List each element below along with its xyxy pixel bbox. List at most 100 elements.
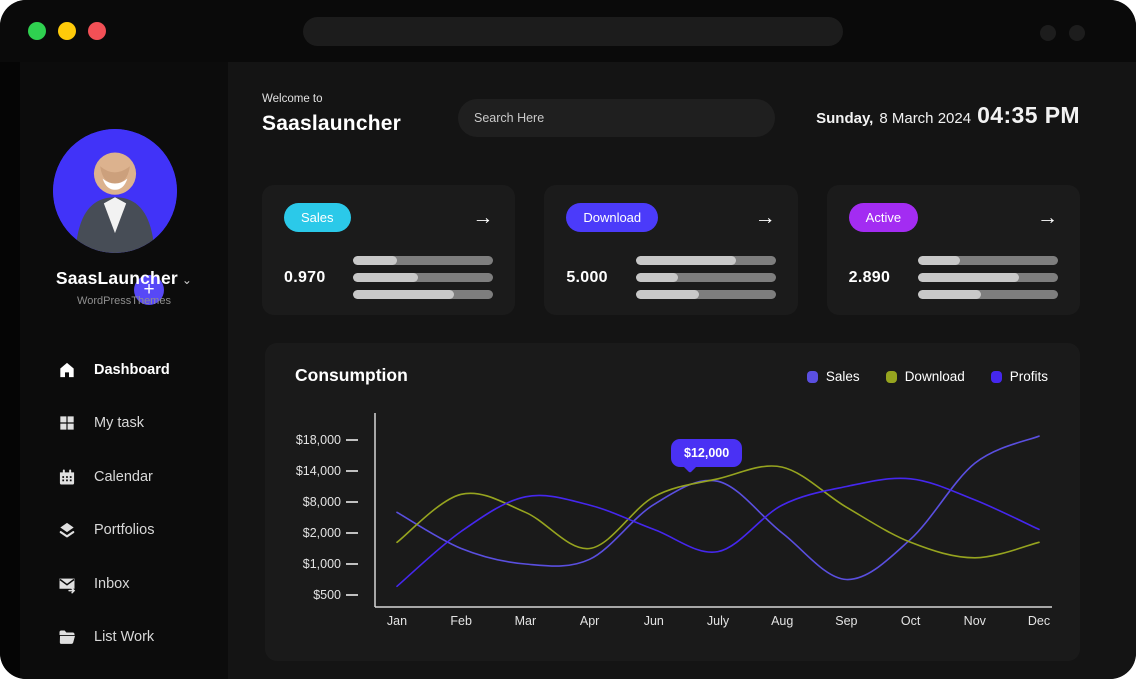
profile-subtitle: WordPressThemes (77, 295, 171, 307)
svg-text:Apr: Apr (580, 614, 599, 628)
traffic-light-yellow-button[interactable] (58, 22, 76, 40)
date-label: 8 March 2024 (879, 110, 972, 127)
folder-icon (57, 627, 77, 647)
stat-card-active: Active → 2.890 (826, 185, 1080, 315)
traffic-light-red-button[interactable] (88, 22, 106, 40)
svg-text:Jan: Jan (387, 614, 407, 628)
active-bars (917, 256, 1058, 299)
legend-dot-icon (990, 370, 1002, 383)
progress-bar (353, 290, 494, 299)
welcome-label: Welcome to (262, 93, 323, 105)
svg-text:Mar: Mar (515, 614, 537, 628)
sales-bars (353, 256, 494, 299)
traffic-light-green-button[interactable] (28, 22, 46, 40)
active-value: 2.890 (848, 268, 891, 286)
legend-label: Download (904, 369, 965, 384)
datetime: Sunday, 8 March 2024 04:35 PM (816, 102, 1080, 129)
search-input[interactable] (458, 99, 775, 137)
svg-text:Jun: Jun (644, 614, 664, 628)
progress-bar (917, 273, 1058, 282)
sidebar-item-label: My task (94, 415, 144, 432)
welcome-block: Welcome to Saaslauncher (262, 93, 401, 136)
left-gutter (0, 62, 20, 679)
stat-card-download: Download → 5.000 (544, 185, 798, 315)
svg-text:$2,000: $2,000 (303, 526, 341, 540)
progress-bar (353, 256, 494, 265)
svg-text:Sep: Sep (835, 614, 857, 628)
sidebar-item-label: Dashboard (94, 361, 170, 378)
sidebar-item-label: Inbox (94, 575, 130, 592)
sidebar-menu: Dashboard My task Calendar (57, 343, 228, 664)
arrow-right-icon[interactable]: → (472, 206, 494, 229)
main-content: Welcome to Saaslauncher Sunday, 8 March … (228, 62, 1136, 679)
date-day-label: Sunday, (816, 110, 874, 127)
profile-name[interactable]: SaasLauncher ⌄ (20, 268, 228, 289)
page-title: Saaslauncher (262, 112, 401, 135)
chart-legend: Sales Download Profits (806, 369, 1048, 384)
sidebar-item-list-work[interactable]: List Work (57, 611, 228, 665)
avatar[interactable] (53, 129, 177, 253)
stat-card-sales: Sales → 0.970 (262, 185, 516, 315)
titlebar-dot-icon (1069, 25, 1085, 41)
sidebar-item-inbox[interactable]: Inbox (57, 557, 228, 611)
svg-text:$1,000: $1,000 (303, 557, 341, 571)
svg-text:Oct: Oct (901, 614, 921, 628)
sales-value: 0.970 (284, 268, 326, 286)
download-badge[interactable]: Download (566, 203, 659, 232)
layers-icon (57, 520, 77, 540)
chevron-down-icon: ⌄ (181, 273, 193, 287)
stat-cards-row: Sales → 0.970 Download → 5.000 (262, 185, 1080, 315)
progress-bar (917, 256, 1058, 265)
legend-label: Sales (825, 369, 860, 384)
sidebar: + SaasLauncher ⌄ WordPressThemes Dashboar… (20, 62, 228, 679)
svg-text:$18,000: $18,000 (296, 433, 341, 447)
progress-bar (635, 290, 776, 299)
sidebar-item-label: Portfolios (94, 522, 155, 539)
svg-text:$8,000: $8,000 (303, 495, 341, 509)
progress-bar (353, 273, 494, 282)
titlebar (0, 0, 1136, 62)
legend-item-sales[interactable]: Sales (806, 369, 860, 384)
svg-text:Dec: Dec (1028, 614, 1050, 628)
add-profile-button[interactable]: + (134, 275, 164, 305)
arrow-right-icon[interactable]: → (1036, 206, 1058, 229)
legend-item-download[interactable]: Download (885, 369, 965, 384)
sidebar-item-label: List Work (94, 629, 155, 646)
sidebar-item-calendar[interactable]: Calendar (57, 450, 228, 504)
progress-bar (635, 256, 776, 265)
sidebar-item-portfolios[interactable]: Portfolios (57, 504, 228, 558)
download-bars (635, 256, 776, 299)
svg-text:$14,000: $14,000 (296, 464, 341, 478)
progress-bar (635, 273, 776, 282)
titlebar-dot-icon (1040, 25, 1056, 41)
chart-tooltip: $12,000 (671, 439, 743, 467)
sidebar-item-my-task[interactable]: My task (57, 397, 228, 451)
svg-text:Aug: Aug (771, 614, 793, 628)
time-label: 04:35 PM (977, 102, 1080, 128)
svg-text:$500: $500 (313, 588, 341, 602)
avatar-portrait (53, 129, 177, 253)
sidebar-item-dashboard[interactable]: Dashboard (57, 343, 228, 397)
titlebar-search-bar[interactable] (303, 17, 843, 46)
consumption-line-chart: $18,000 $14,000 $8,000 $2,000 $1,000 $500 Jan F… (296, 413, 1052, 628)
home-icon (57, 360, 77, 380)
legend-dot-icon (885, 370, 897, 383)
inbox-icon (57, 574, 77, 594)
download-value: 5.000 (566, 268, 608, 286)
svg-text:Feb: Feb (450, 614, 472, 628)
chart-title: Consumption (295, 365, 408, 385)
profile-name-label: SaasLauncher (55, 268, 178, 288)
calendar-icon (57, 467, 77, 487)
progress-bar (917, 290, 1058, 299)
svg-text:Nov: Nov (964, 614, 987, 628)
active-badge[interactable]: Active (848, 203, 919, 232)
consumption-chart-card: Consumption Sales Download Profits $18,0… (265, 343, 1080, 661)
sales-badge[interactable]: Sales (284, 203, 351, 232)
legend-label: Profits (1009, 369, 1048, 384)
arrow-right-icon[interactable]: → (754, 206, 776, 229)
legend-dot-icon (806, 370, 818, 383)
grid-icon (57, 413, 77, 433)
legend-item-profits[interactable]: Profits (990, 369, 1048, 384)
sidebar-item-label: Calendar (94, 468, 153, 485)
